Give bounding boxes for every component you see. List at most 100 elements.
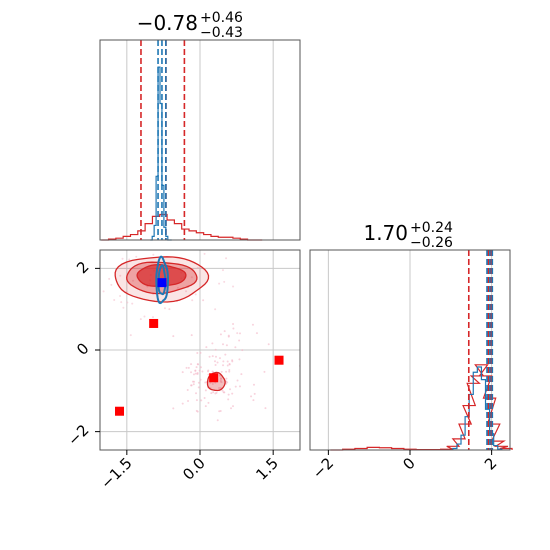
scatter-sample bbox=[232, 327, 235, 330]
scatter-sample bbox=[219, 410, 222, 413]
scatter-sample bbox=[187, 366, 190, 369]
scatter-sample bbox=[199, 351, 202, 354]
joint-xtick-label-0: −1.5 bbox=[97, 454, 135, 492]
scatter-sample bbox=[228, 370, 231, 373]
scatter-sample bbox=[135, 255, 138, 258]
title-p2-value: 1.70 bbox=[363, 221, 408, 245]
scatter-sample bbox=[219, 379, 222, 382]
p3-xtick-label-0: −2 bbox=[309, 454, 337, 482]
scatter-sample bbox=[208, 355, 211, 358]
scatter-sample bbox=[204, 389, 207, 392]
p3-grid bbox=[327, 250, 493, 450]
scatter-sample bbox=[238, 358, 241, 361]
joint-markers bbox=[115, 278, 284, 416]
scatter-sample bbox=[218, 387, 221, 390]
scatter-sample bbox=[227, 334, 230, 337]
scatter-sample bbox=[226, 364, 229, 367]
scatter-sample bbox=[227, 393, 230, 396]
joint-xtick-label-1: 0.0 bbox=[179, 454, 209, 484]
scatter-sample bbox=[199, 366, 202, 369]
red-square-marker-0 bbox=[115, 406, 125, 416]
scatter-sample bbox=[222, 343, 225, 346]
panel-joint: −1.5 0.0 1.5 −2 0 2 bbox=[61, 249, 301, 493]
scatter-sample bbox=[232, 322, 235, 325]
scatter-sample bbox=[120, 301, 123, 304]
p3-xtick-label-1: 0 bbox=[399, 454, 418, 473]
scatter-sample bbox=[187, 400, 190, 403]
scatter-sample bbox=[231, 392, 234, 395]
scatter-sample bbox=[251, 323, 254, 326]
scatter-sample bbox=[195, 399, 198, 402]
scatter-sample bbox=[222, 360, 225, 363]
scatter-sample bbox=[190, 363, 193, 366]
red-square-marker-1 bbox=[149, 318, 159, 328]
scatter-sample bbox=[231, 359, 234, 362]
scatter-sample bbox=[191, 380, 194, 383]
scatter-sample bbox=[226, 360, 229, 363]
blue-contour-0 bbox=[155, 255, 169, 305]
scatter-sample bbox=[231, 405, 234, 408]
scatter-sample bbox=[61, 276, 63, 278]
scatter-sample bbox=[255, 332, 258, 335]
p1-blue-histogram bbox=[150, 66, 172, 241]
scatter-sample bbox=[221, 389, 224, 392]
scatter-sample bbox=[252, 383, 255, 386]
scatter-sample bbox=[253, 392, 256, 395]
scatter-sample bbox=[122, 306, 125, 309]
scatter-sample bbox=[230, 407, 233, 410]
scatter-sample bbox=[211, 355, 214, 358]
red-square-marker-2 bbox=[209, 373, 219, 383]
scatter-sample bbox=[129, 334, 132, 337]
panel-marginal-param1: −0.78 +0.46 −0.43 bbox=[99, 10, 301, 241]
scatter-sample bbox=[196, 372, 199, 375]
scatter-sample bbox=[225, 377, 228, 380]
scatter-sample bbox=[207, 373, 210, 376]
scatter-sample bbox=[163, 307, 166, 310]
scatter-sample bbox=[192, 373, 195, 376]
scatter-sample bbox=[216, 419, 219, 422]
scatter-sample bbox=[194, 369, 197, 372]
scatter-sample bbox=[196, 266, 199, 269]
scatter-sample bbox=[204, 405, 207, 408]
scatter-sample bbox=[228, 368, 231, 371]
p1-red-histogram bbox=[101, 213, 263, 241]
title-p1-value: −0.78 bbox=[137, 11, 198, 35]
scatter-sample bbox=[72, 260, 74, 262]
scatter-sample bbox=[212, 391, 215, 394]
scatter-sample bbox=[190, 384, 193, 387]
p3-xtick-label-2: 2 bbox=[481, 454, 500, 473]
scatter-sample bbox=[185, 290, 188, 293]
scatter-sample bbox=[102, 290, 105, 293]
scatter-sample bbox=[195, 366, 198, 369]
scatter-sample bbox=[197, 381, 200, 384]
scatter-sample bbox=[199, 378, 202, 381]
scatter-sample bbox=[252, 399, 255, 402]
scatter-sample bbox=[92, 270, 94, 272]
scatter-sample bbox=[223, 280, 226, 283]
scatter-sample bbox=[194, 372, 197, 375]
scatter-sample bbox=[225, 370, 228, 373]
scatter-sample bbox=[204, 381, 207, 384]
scatter-sample bbox=[119, 294, 122, 297]
title-p2-lower: −0.26 bbox=[410, 235, 453, 251]
scatter-sample bbox=[172, 335, 175, 338]
joint-xtick-label-2: 1.5 bbox=[252, 454, 282, 484]
scatter-sample bbox=[219, 333, 222, 336]
scatter-sample bbox=[202, 299, 205, 302]
scatter-sample bbox=[267, 343, 270, 346]
scatter-sample bbox=[236, 379, 239, 382]
scatter-sample bbox=[190, 276, 193, 279]
p1-histograms bbox=[101, 40, 263, 241]
scatter-sample bbox=[152, 253, 155, 256]
scatter-sample bbox=[186, 389, 189, 392]
scatter-sample bbox=[181, 402, 184, 405]
scatter-sample bbox=[238, 339, 241, 342]
scatter-sample bbox=[234, 346, 237, 349]
scatter-sample bbox=[214, 348, 217, 351]
scatter-sample bbox=[234, 385, 237, 388]
scatter-sample bbox=[218, 282, 221, 285]
scatter-sample bbox=[220, 370, 223, 373]
title-p2-upper: +0.24 bbox=[410, 220, 453, 236]
scatter-sample bbox=[216, 361, 219, 364]
